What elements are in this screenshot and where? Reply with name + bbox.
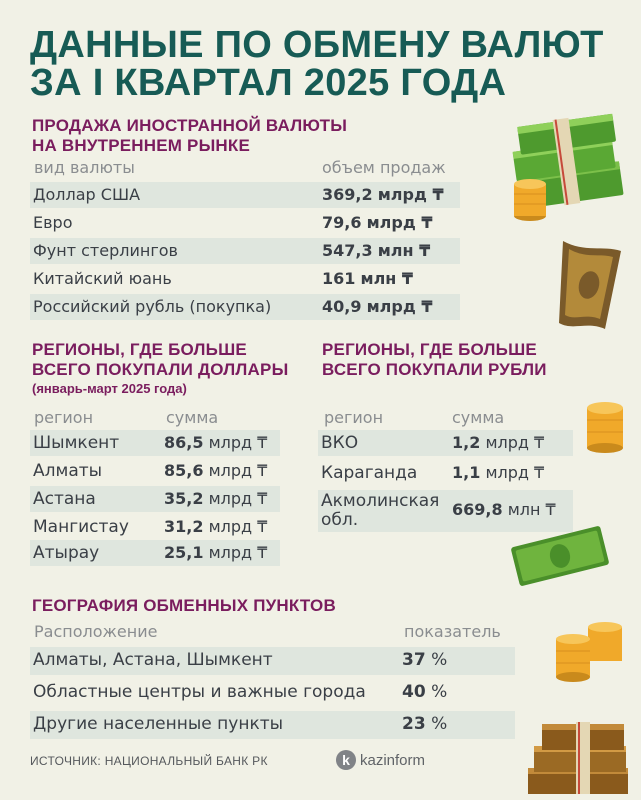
dollar-col-region: регион	[34, 408, 94, 427]
sales-row-label: Евро	[33, 213, 73, 232]
ruble-region-row: ВКО 1,2 млрд ₸	[318, 430, 573, 456]
geo-row: Областные центры и важные города 40 %	[30, 679, 515, 707]
sales-row: Евро 79,6 млрд ₸	[30, 210, 460, 236]
sales-row: Российский рубль (покупка) 40,9 млрд ₸	[30, 294, 460, 320]
dollar-region-row: Астана 35,2 млрд ₸	[30, 486, 280, 512]
dollar-regions-title: РЕГИОНЫ, ГДЕ БОЛЬШЕ ВСЕГО ПОКУПАЛИ ДОЛЛА…	[32, 340, 288, 380]
geography-title: ГЕОГРАФИЯ ОБМЕННЫХ ПУНКТОВ	[32, 596, 336, 615]
sales-row: Фунт стерлингов 547,3 млн ₸	[30, 238, 460, 264]
geo-col-indicator: показатель	[404, 622, 501, 641]
dollar-region-label: Мангистау	[33, 517, 129, 537]
sales-row-value: 161 млн ₸	[322, 269, 414, 288]
sales-row-label: Доллар США	[33, 185, 141, 204]
dollar-title-line-1: РЕГИОНЫ, ГДЕ БОЛЬШЕ	[32, 340, 247, 359]
dollar-regions-note: (январь-март 2025 года)	[32, 381, 187, 396]
geo-row-label: Областные центры и важные города	[33, 682, 366, 702]
title-line-1: ДАННЫЕ ПО ОБМЕНУ ВАЛЮТ	[30, 24, 604, 66]
geo-row-label: Другие населенные пункты	[33, 714, 284, 734]
coins-icon	[556, 622, 622, 682]
dollar-region-value: 25,1 млрд ₸	[164, 543, 268, 562]
page-title: ДАННЫЕ ПО ОБМЕНУ ВАЛЮТ ЗА I КВАРТАЛ 2025…	[30, 26, 620, 102]
geo-col-location: Расположение	[34, 622, 158, 641]
dollar-region-value: 35,2 млрд ₸	[164, 489, 268, 508]
kazinform-logo: k kazinform	[336, 746, 466, 774]
dollar-region-label: Атырау	[33, 543, 100, 563]
ruble-col-sum: сумма	[452, 408, 505, 427]
sales-row-value: 547,3 млн ₸	[322, 241, 431, 260]
sales-col-currency: вид валюты	[34, 158, 135, 177]
ruble-region-label: Акмолинская обл.	[321, 491, 440, 530]
sales-title-line-2: НА ВНУТРЕННЕМ РЫНКЕ	[32, 136, 251, 155]
dollar-region-row: Шымкент 86,5 млрд ₸	[30, 430, 280, 456]
dollar-region-row: Алматы 85,6 млрд ₸	[30, 458, 280, 484]
sales-row-label: Российский рубль (покупка)	[33, 297, 272, 316]
ruble-title-line-2: ВСЕГО ПОКУПАЛИ РУБЛИ	[322, 360, 547, 379]
sales-row-value: 40,9 млрд ₸	[322, 297, 433, 316]
dollar-region-row: Мангистау 31,2 млрд ₸	[30, 514, 280, 540]
dollar-region-row: Атырау 25,1 млрд ₸	[30, 540, 280, 566]
dollar-col-sum: сумма	[166, 408, 219, 427]
banknote-icon	[559, 241, 621, 329]
money-stack-icon	[512, 113, 624, 221]
geo-row: Алматы, Астана, Шымкент 37 %	[30, 647, 515, 675]
sales-title-line-1: ПРОДАЖА ИНОСТРАННОЙ ВАЛЮТЫ	[32, 116, 348, 135]
sales-row-label: Фунт стерлингов	[33, 241, 178, 260]
logo-text: kazinform	[360, 752, 426, 769]
geo-row-value: 40 %	[402, 682, 448, 702]
money-stack-icon	[528, 722, 628, 794]
dollar-region-label: Шымкент	[33, 433, 120, 453]
ruble-regions-title: РЕГИОНЫ, ГДЕ БОЛЬШЕ ВСЕГО ПОКУПАЛИ РУБЛИ	[322, 340, 547, 380]
geo-row-value: 37 %	[402, 650, 448, 670]
geo-row-value: 23 %	[402, 714, 448, 734]
dollar-region-value: 85,6 млрд ₸	[164, 461, 268, 480]
sales-row: Доллар США 369,2 млрд ₸	[30, 182, 460, 208]
ruble-region-row: Акмолинская обл. 669,8 млн ₸	[318, 490, 573, 532]
geo-row: Другие населенные пункты 23 %	[30, 711, 515, 739]
ruble-region-label: ВКО	[321, 433, 359, 453]
ruble-region-value: 1,2 млрд ₸	[452, 433, 545, 452]
sales-row-label: Китайский юань	[33, 269, 172, 288]
title-line-2: ЗА I КВАРТАЛ 2025 ГОДА	[30, 62, 507, 104]
ruble-region-value: 669,8 млн ₸	[452, 500, 556, 519]
sales-row-value: 79,6 млрд ₸	[322, 213, 433, 232]
sales-row: Китайский юань 161 млн ₸	[30, 266, 460, 292]
ruble-region-row: Караганда 1,1 млрд ₸	[318, 460, 573, 486]
ruble-title-line-1: РЕГИОНЫ, ГДЕ БОЛЬШЕ	[322, 340, 537, 359]
coins-icon	[587, 402, 623, 453]
ruble-col-region: регион	[324, 408, 384, 427]
geo-row-label: Алматы, Астана, Шымкент	[33, 650, 273, 670]
sales-row-value: 369,2 млрд ₸	[322, 185, 444, 204]
source-note: ИСТОЧНИК: НАЦИОНАЛЬНЫЙ БАНК РК	[30, 754, 268, 768]
banknote-icon	[511, 526, 609, 586]
dollar-region-label: Алматы	[33, 461, 103, 481]
ruble-region-label: Караганда	[321, 463, 418, 483]
dollar-region-value: 86,5 млрд ₸	[164, 433, 268, 452]
dollar-region-value: 31,2 млрд ₸	[164, 517, 268, 536]
dollar-region-label: Астана	[33, 489, 96, 509]
sales-section-title: ПРОДАЖА ИНОСТРАННОЙ ВАЛЮТЫ НА ВНУТРЕННЕМ…	[32, 116, 347, 156]
dollar-title-line-2: ВСЕГО ПОКУПАЛИ ДОЛЛАРЫ	[32, 360, 289, 379]
logo-circle-icon: k	[336, 750, 356, 770]
sales-col-volume: объем продаж	[322, 158, 446, 177]
ruble-region-value: 1,1 млрд ₸	[452, 463, 545, 482]
